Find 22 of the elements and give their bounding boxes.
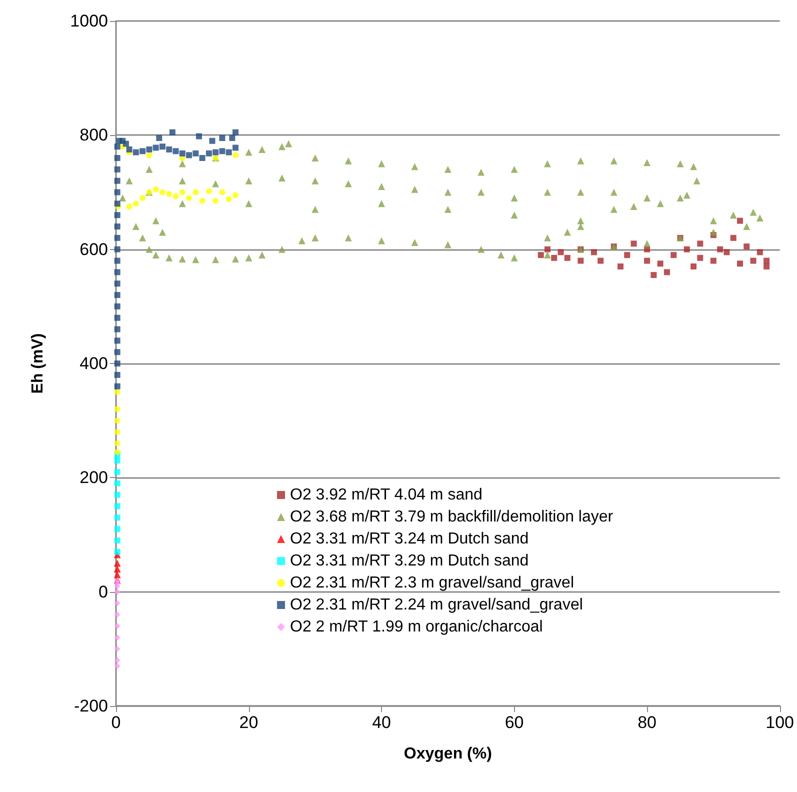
x-tick-label: 100 [766, 713, 794, 732]
y-tick-label: 1000 [70, 12, 108, 30]
y-tick-label: 0 [98, 582, 108, 602]
y-tick-label: 600 [80, 240, 108, 259]
x-tick-label: 80 [638, 713, 657, 732]
legend-label: O2 3.31 m/RT 3.29 m Dutch sand [290, 552, 529, 570]
y-axis-title: Eh (mV) [30, 333, 46, 394]
x-tick-label: 40 [372, 713, 391, 732]
y-tick-label: 400 [80, 354, 108, 373]
x-tick-label: 60 [504, 713, 524, 732]
legend-label: O2 3.31 m/RT 3.24 m Dutch sand [290, 530, 529, 548]
legend-label: O2 2.31 m/RT 2.24 m gravel/sand_gravel [290, 596, 583, 614]
legend-label: O2 2.31 m/RT 2.3 m gravel/sand_gravel [290, 574, 574, 592]
legend-label: O2 3.68 m/RT 3.79 m backfill/demolition layer [290, 508, 614, 526]
x-axis-title: Oxygen (%) [404, 746, 492, 762]
legend-label: O2 2 m/RT 1.99 m organic/charcoal [290, 618, 543, 636]
legend-label: O2 3.92 m/RT 4.04 m sand [290, 486, 482, 504]
y-tick-label: 200 [80, 468, 108, 488]
y-tick-label: 800 [80, 126, 108, 145]
x-tick-label: 20 [239, 713, 258, 732]
x-tick-label: 0 [111, 713, 121, 732]
y-tick-label: -200 [74, 696, 108, 716]
